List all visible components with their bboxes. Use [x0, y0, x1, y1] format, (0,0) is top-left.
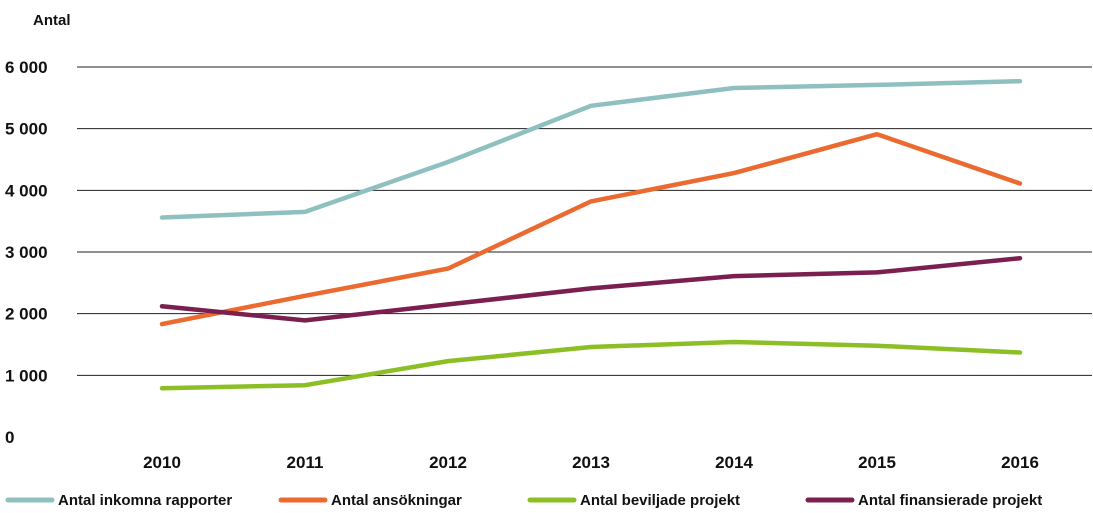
y-tick-label-0: 0: [5, 428, 14, 447]
y-tick-labels: 0 1 000 2 000 3 000 4 000 5 000 6 000: [5, 58, 48, 447]
x-tick-label-2010: 2010: [143, 453, 181, 472]
x-tick-label-2014: 2014: [715, 453, 753, 472]
y-tick-label-5000: 5 000: [5, 120, 48, 139]
x-tick-labels: 2010 2011 2012 2013 2014 2015 2016: [143, 453, 1039, 472]
y-tick-label-2000: 2 000: [5, 305, 48, 324]
legend: Antal inkomna rapporter Antal ansökningar…: [5, 492, 1042, 509]
gridlines: [77, 66, 1092, 376]
y-tick-label-4000: 4 000: [5, 181, 48, 200]
x-tick-label-2012: 2012: [429, 453, 467, 472]
y-axis-title: Antal: [33, 12, 71, 29]
series-line-3: [159, 339, 1023, 391]
series-line-4: [159, 255, 1023, 323]
y-tick-label-1000: 1 000: [5, 366, 48, 385]
legend-label-2: Antal ansökningar: [331, 492, 462, 509]
y-tick-label-3000: 3 000: [5, 243, 48, 262]
legend-label-1: Antal inkomna rapporter: [58, 492, 232, 509]
x-tick-label-2013: 2013: [572, 453, 610, 472]
x-tick-label-2016: 2016: [1001, 453, 1039, 472]
series-line-2: [159, 131, 1023, 327]
x-tick-label-2015: 2015: [858, 453, 896, 472]
series-line-1: [159, 78, 1023, 220]
legend-label-3: Antal beviljade projekt: [580, 492, 740, 509]
legend-label-4: Antal finansierade projekt: [858, 492, 1042, 509]
y-tick-label-6000: 6 000: [5, 58, 48, 77]
x-tick-label-2011: 2011: [287, 453, 324, 472]
series-lines: [159, 78, 1023, 391]
